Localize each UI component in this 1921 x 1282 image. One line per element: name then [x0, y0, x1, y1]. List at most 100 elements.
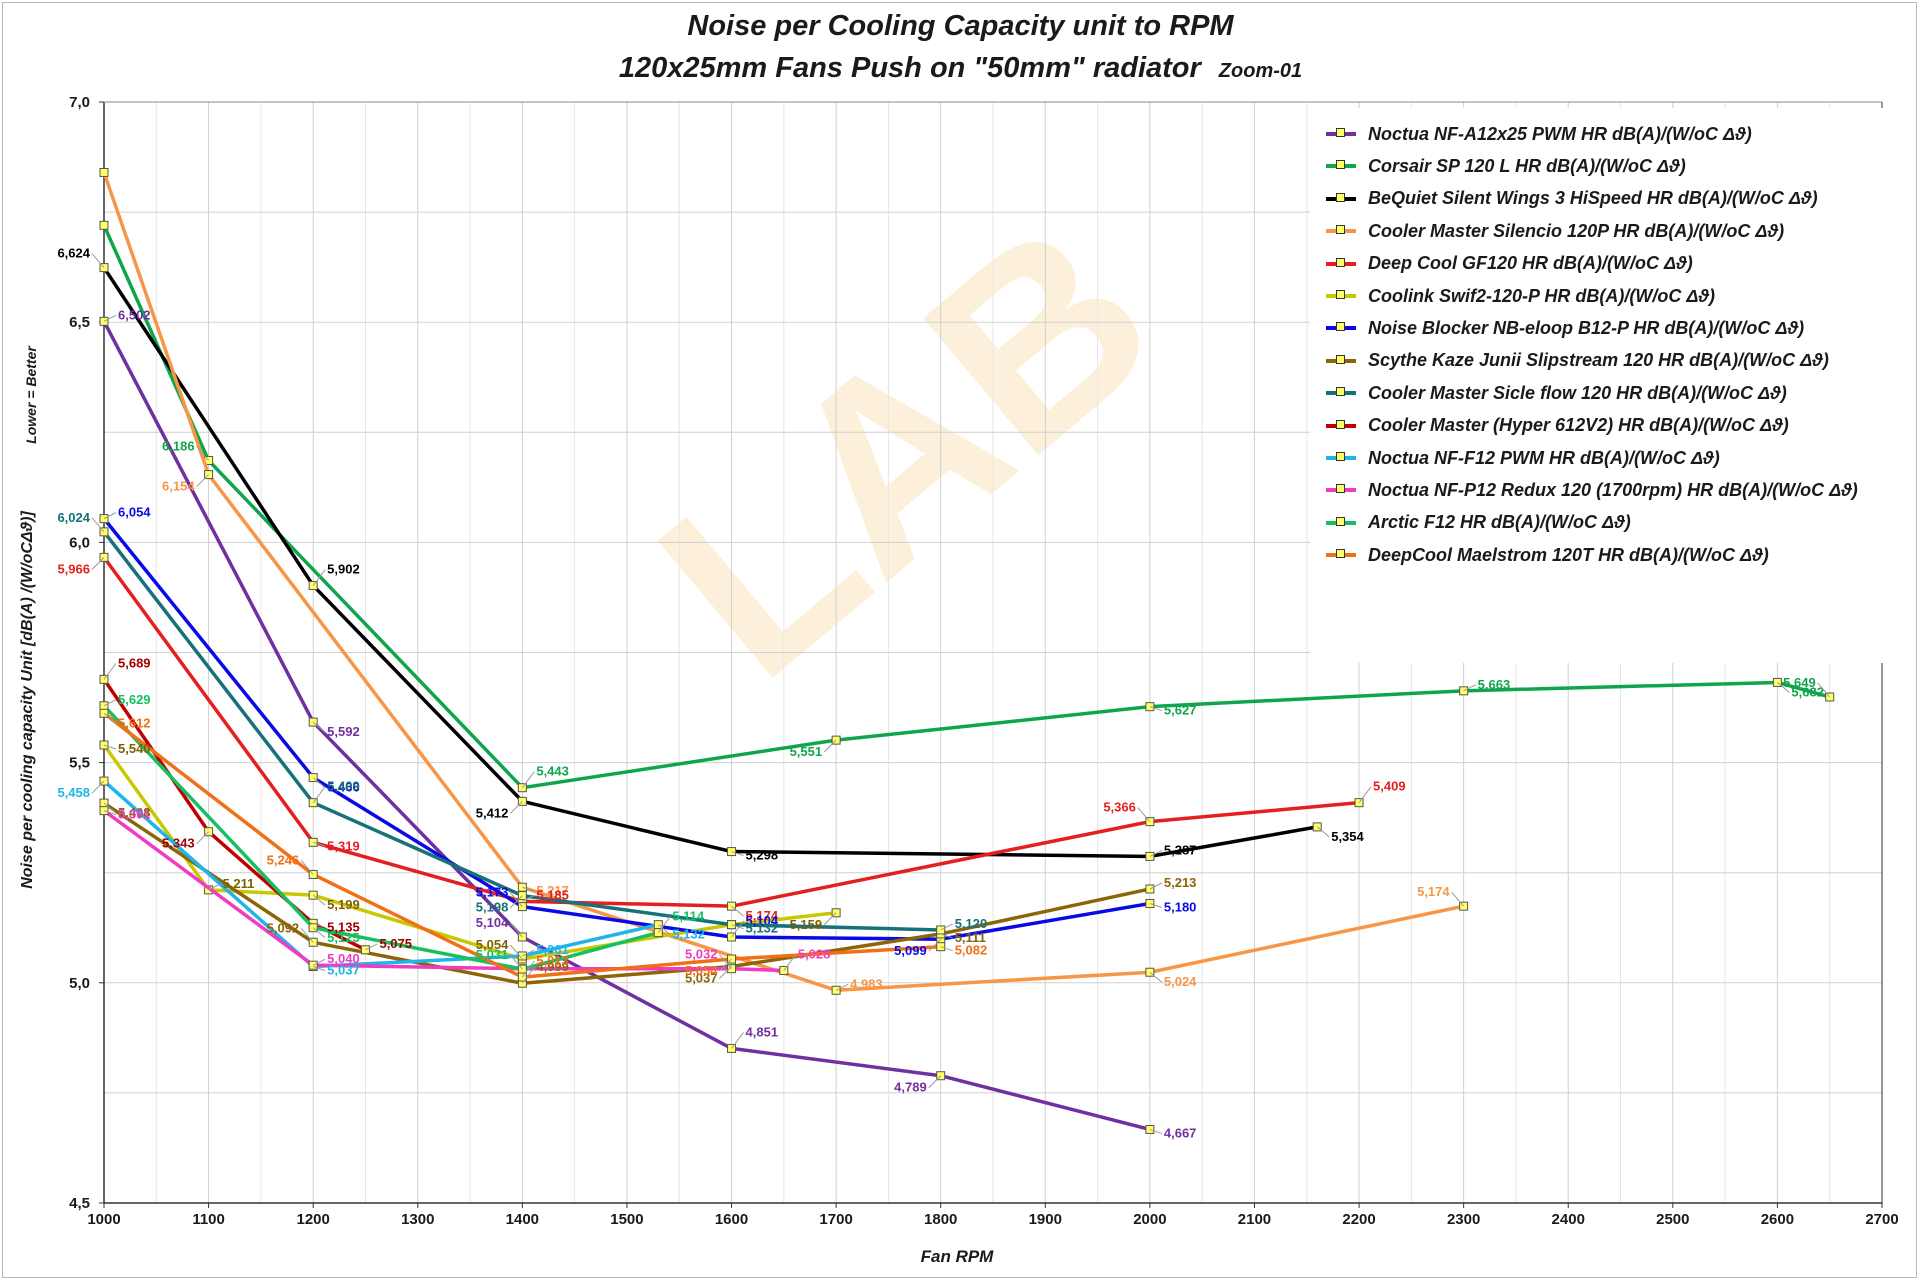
y-tick-label: 5,5 — [69, 755, 90, 772]
data-label-leader — [521, 771, 535, 789]
data-label-leader — [103, 712, 117, 724]
data-label: 5,174 — [1417, 884, 1450, 899]
data-label: 5,199 — [327, 897, 360, 912]
data-label: 4,999 — [536, 959, 569, 974]
data-label: 5,032 — [685, 947, 718, 962]
legend-label: Corsair SP 120 L HR dB(A)/(W/oC Δϑ) — [1368, 155, 1686, 176]
chart-subtitle-tag: Zoom-01 — [1218, 60, 1303, 82]
data-label: 6,186 — [162, 438, 195, 453]
x-tick-label: 1000 — [87, 1211, 120, 1228]
data-label-leader — [509, 954, 523, 970]
data-label-leader — [1358, 786, 1372, 803]
data-label: 5,663 — [1478, 677, 1511, 692]
data-label: 5,354 — [1331, 829, 1364, 844]
series-line — [102, 704, 659, 971]
y-tick-label: 6,5 — [69, 314, 90, 331]
data-label: 5,902 — [327, 562, 360, 577]
data-label-leader — [783, 954, 797, 971]
legend-marker — [1336, 452, 1345, 461]
data-label: 5,013 — [536, 953, 569, 968]
legend-item: Cooler Master (Hyper 612V2) HR dB(A)/(W/… — [1326, 414, 1789, 438]
data-label: 5,132 — [746, 921, 779, 936]
chart-title: Noise per Cooling Capacity unit to RPM — [687, 10, 1234, 42]
data-label-leader — [196, 831, 209, 845]
x-tick-label: 1100 — [192, 1211, 225, 1228]
y-tick-label: 4,5 — [69, 1195, 90, 1212]
data-label-leader — [1149, 903, 1163, 909]
data-label-leader — [731, 851, 744, 857]
legend-marker — [1336, 419, 1345, 429]
data-label: 6,024 — [57, 510, 90, 525]
data-label-leader — [103, 314, 117, 322]
data-label: 5,466 — [327, 780, 360, 795]
legend-swatch — [1326, 290, 1356, 299]
chart-legend: Noctua NF-A12x25 PWM HR dB(A)/(W/oC Δϑ) C… — [1310, 108, 1905, 663]
data-label: 6,502 — [118, 307, 151, 322]
data-label: 5,092 — [267, 920, 300, 935]
legend-label: Noctua NF-P12 Redux 120 (1700rpm) HR dB(… — [1368, 479, 1858, 500]
legend-marker — [1336, 354, 1345, 364]
legend-label: Scythe Kaze Junii Slipstream 120 HR dB(A… — [1368, 350, 1829, 371]
data-label-leader — [731, 924, 744, 930]
data-label-leader — [103, 512, 117, 520]
data-label: 4,667 — [1164, 1125, 1197, 1140]
data-label-leader — [91, 557, 105, 570]
data-label: 5,343 — [162, 836, 195, 851]
x-tick-label: 1800 — [924, 1211, 957, 1228]
series-line — [102, 224, 1831, 790]
data-label: 5,366 — [1103, 800, 1136, 815]
data-label-leader — [103, 802, 117, 814]
data-label: 5,111 — [955, 930, 986, 945]
data-label: 5,287 — [1164, 842, 1197, 857]
data-label-leader — [509, 895, 523, 908]
data-label-leader — [1316, 826, 1330, 838]
chart-subtitle: 120x25mm Fans Push on "50mm" radiator Zoo… — [618, 52, 1303, 84]
legend-swatch — [1326, 387, 1356, 397]
legend-swatch — [1326, 257, 1356, 267]
data-label-leader — [928, 1075, 942, 1089]
y-tick-label: 6,0 — [69, 534, 90, 551]
data-label-leader — [509, 801, 523, 814]
x-tick-label: 2300 — [1447, 1211, 1480, 1228]
data-label-leader — [928, 938, 942, 952]
data-label: 5,408 — [118, 805, 151, 820]
data-label: 5,132 — [672, 927, 705, 942]
data-label-leader — [521, 966, 535, 984]
data-label-leader — [103, 810, 117, 816]
series-line — [102, 171, 1465, 993]
legend-swatch — [1326, 484, 1356, 494]
data-label: 5,135 — [327, 919, 360, 934]
legend-marker — [1336, 257, 1345, 267]
legend-swatch — [1326, 419, 1356, 429]
x-tick-label: 1700 — [819, 1211, 852, 1228]
legend-marker — [1336, 484, 1345, 494]
data-label: 5,040 — [327, 951, 360, 966]
data-label: 5,174 — [746, 908, 779, 923]
data-label: 5,629 — [118, 692, 151, 707]
x-tick-label: 1200 — [296, 1211, 329, 1228]
data-label-leader — [365, 943, 378, 951]
legend-label: Cooler Master Silencio 120P HR dB(A)/(W/… — [1368, 220, 1785, 241]
data-label: 5,551 — [790, 744, 823, 759]
data-label-leader — [731, 905, 744, 917]
series-line — [102, 556, 1360, 908]
y-tick-label: 7,0 — [69, 94, 90, 111]
legend-marker — [1336, 128, 1345, 137]
x-tick-label: 2200 — [1342, 1211, 1375, 1228]
data-label: 5,213 — [1164, 875, 1197, 890]
series-line — [102, 266, 1318, 859]
data-label: 5,409 — [1373, 779, 1406, 794]
x-tick-label: 2600 — [1761, 1211, 1794, 1228]
legend-item: Scythe Kaze Junii Slipstream 120 HR dB(A… — [1326, 349, 1829, 373]
data-label: 5,458 — [57, 785, 90, 800]
data-label: 5,198 — [476, 900, 509, 915]
legend-label: Deep Cool GF120 HR dB(A)/(W/oC Δϑ) — [1368, 253, 1693, 274]
series-line — [102, 779, 659, 969]
legend-label: Coolink Swif2-120-P HR dB(A)/(W/oC Δϑ) — [1368, 285, 1716, 306]
data-label: 5,649 — [1783, 675, 1816, 690]
data-label-leader — [940, 933, 953, 939]
data-label-leader — [823, 739, 837, 753]
data-label-leader — [731, 1032, 744, 1049]
data-label: 6,154 — [162, 479, 195, 494]
data-label: 5,540 — [118, 741, 151, 756]
